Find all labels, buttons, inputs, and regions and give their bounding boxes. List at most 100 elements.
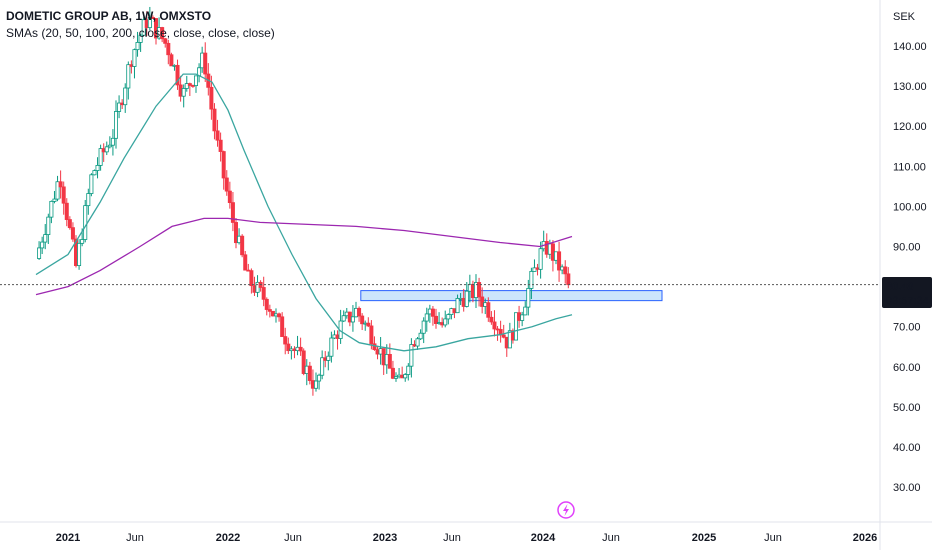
candle-body xyxy=(538,248,543,270)
price-tick-label: 40.00 xyxy=(893,442,921,454)
price-tick-label: 110.00 xyxy=(893,161,926,173)
candle-body xyxy=(80,239,85,244)
sma-200-line xyxy=(35,217,573,296)
candle-body xyxy=(523,306,528,316)
sma-50-line xyxy=(35,73,573,352)
candles xyxy=(37,6,571,396)
candle-body xyxy=(175,64,180,86)
time-tick-label: 2023 xyxy=(373,532,397,544)
candle-body xyxy=(403,374,408,379)
candle-body xyxy=(326,355,331,361)
symbol-title[interactable]: DOMETIC GROUP AB, 1W, OMXSTO xyxy=(6,9,212,23)
candle-body xyxy=(357,307,362,317)
candle-body xyxy=(52,198,57,202)
candle-body xyxy=(372,343,377,351)
candle-body xyxy=(55,181,60,200)
last-price-value: 80.48 xyxy=(886,281,914,293)
candle-body xyxy=(132,49,137,67)
currency-label[interactable]: SEK xyxy=(893,11,916,23)
candle-body xyxy=(418,332,423,340)
candle-body xyxy=(424,313,429,322)
candle-body xyxy=(184,83,189,89)
candle-body xyxy=(187,83,192,86)
candle-body xyxy=(126,64,131,89)
candle-body xyxy=(317,374,322,382)
time-tick-label: 2026 xyxy=(853,532,877,544)
candle-body xyxy=(37,247,42,259)
candle-body xyxy=(227,190,232,204)
time-tick-label: 2022 xyxy=(216,532,240,544)
candle-body xyxy=(117,102,122,112)
time-tick-label: 2021 xyxy=(56,532,80,544)
candle-body xyxy=(492,321,497,330)
time-tick-label: Jun xyxy=(602,532,620,544)
price-tick-label: 130.00 xyxy=(893,81,927,93)
candle-body xyxy=(406,365,411,375)
candle-body xyxy=(433,315,438,324)
price-tick-label: 60.00 xyxy=(893,362,921,374)
candle-body xyxy=(446,314,451,320)
candle-body xyxy=(209,86,214,110)
candle-body xyxy=(49,200,54,218)
candle-body xyxy=(320,357,325,376)
price-tick-label: 30.00 xyxy=(893,482,921,494)
candle-body xyxy=(89,174,94,194)
candle-body xyxy=(83,205,88,240)
candle-body xyxy=(480,296,485,307)
lightning-icon[interactable] xyxy=(557,501,575,519)
candle-body xyxy=(193,75,198,87)
candle-body xyxy=(249,270,254,287)
time-tick-label: Jun xyxy=(443,532,461,544)
candle-body xyxy=(486,302,491,318)
time-tick-label: Jun xyxy=(764,532,782,544)
candle-body xyxy=(95,165,100,171)
candle-body xyxy=(160,27,165,40)
candle-body xyxy=(520,314,525,321)
candle-body xyxy=(64,202,69,220)
candle-body xyxy=(514,312,519,341)
candle-body xyxy=(243,254,248,271)
candle-body xyxy=(277,313,282,318)
price-tick-label: 70.00 xyxy=(893,322,921,334)
candle-body xyxy=(350,316,355,323)
candle-body xyxy=(58,181,63,188)
candle-body xyxy=(43,234,48,243)
candle-body xyxy=(307,365,312,381)
candle-body xyxy=(341,315,346,322)
candle-body xyxy=(135,42,140,51)
candle-body xyxy=(298,346,303,352)
candle-body xyxy=(46,216,51,235)
price-label-bg xyxy=(882,277,932,308)
candle-body xyxy=(98,148,103,166)
support-zone[interactable] xyxy=(360,290,663,302)
candle-body xyxy=(218,139,223,152)
candle-body xyxy=(110,137,115,146)
candle-body xyxy=(215,130,220,141)
candle-body xyxy=(264,298,269,310)
candle-body xyxy=(138,34,143,43)
time-axis[interactable]: 2021 Jun 2022 Jun 2023 Jun 2024 Jun 2025 Jun 2026 xyxy=(56,532,877,544)
candle-body xyxy=(455,298,460,314)
price-tick-label: 120.00 xyxy=(893,121,927,133)
candle-body xyxy=(477,282,482,298)
moving-averages xyxy=(35,73,573,352)
price-tick-label: 140.00 xyxy=(893,41,927,53)
candle-body xyxy=(286,343,291,352)
candle-body xyxy=(77,242,82,267)
chart-legend: DOMETIC GROUP AB, 1W, OMXSTO SMAs (20, 5… xyxy=(6,8,275,42)
candle-body xyxy=(107,144,112,148)
candle-body xyxy=(61,186,66,204)
candle-body xyxy=(283,336,288,345)
candle-body xyxy=(563,266,568,275)
indicator-label[interactable]: SMAs (20, 50, 100, 200, close, close, cl… xyxy=(6,26,275,40)
candle-body xyxy=(280,316,285,337)
candle-body xyxy=(557,251,562,271)
price-label: 80.48 03:57:34 xyxy=(882,277,932,308)
candle-body xyxy=(224,177,229,192)
candle-body xyxy=(526,288,531,308)
candle-body xyxy=(181,88,186,97)
candle-body xyxy=(114,111,119,139)
support-zone-layer xyxy=(360,290,663,302)
time-tick-label: Jun xyxy=(126,532,144,544)
